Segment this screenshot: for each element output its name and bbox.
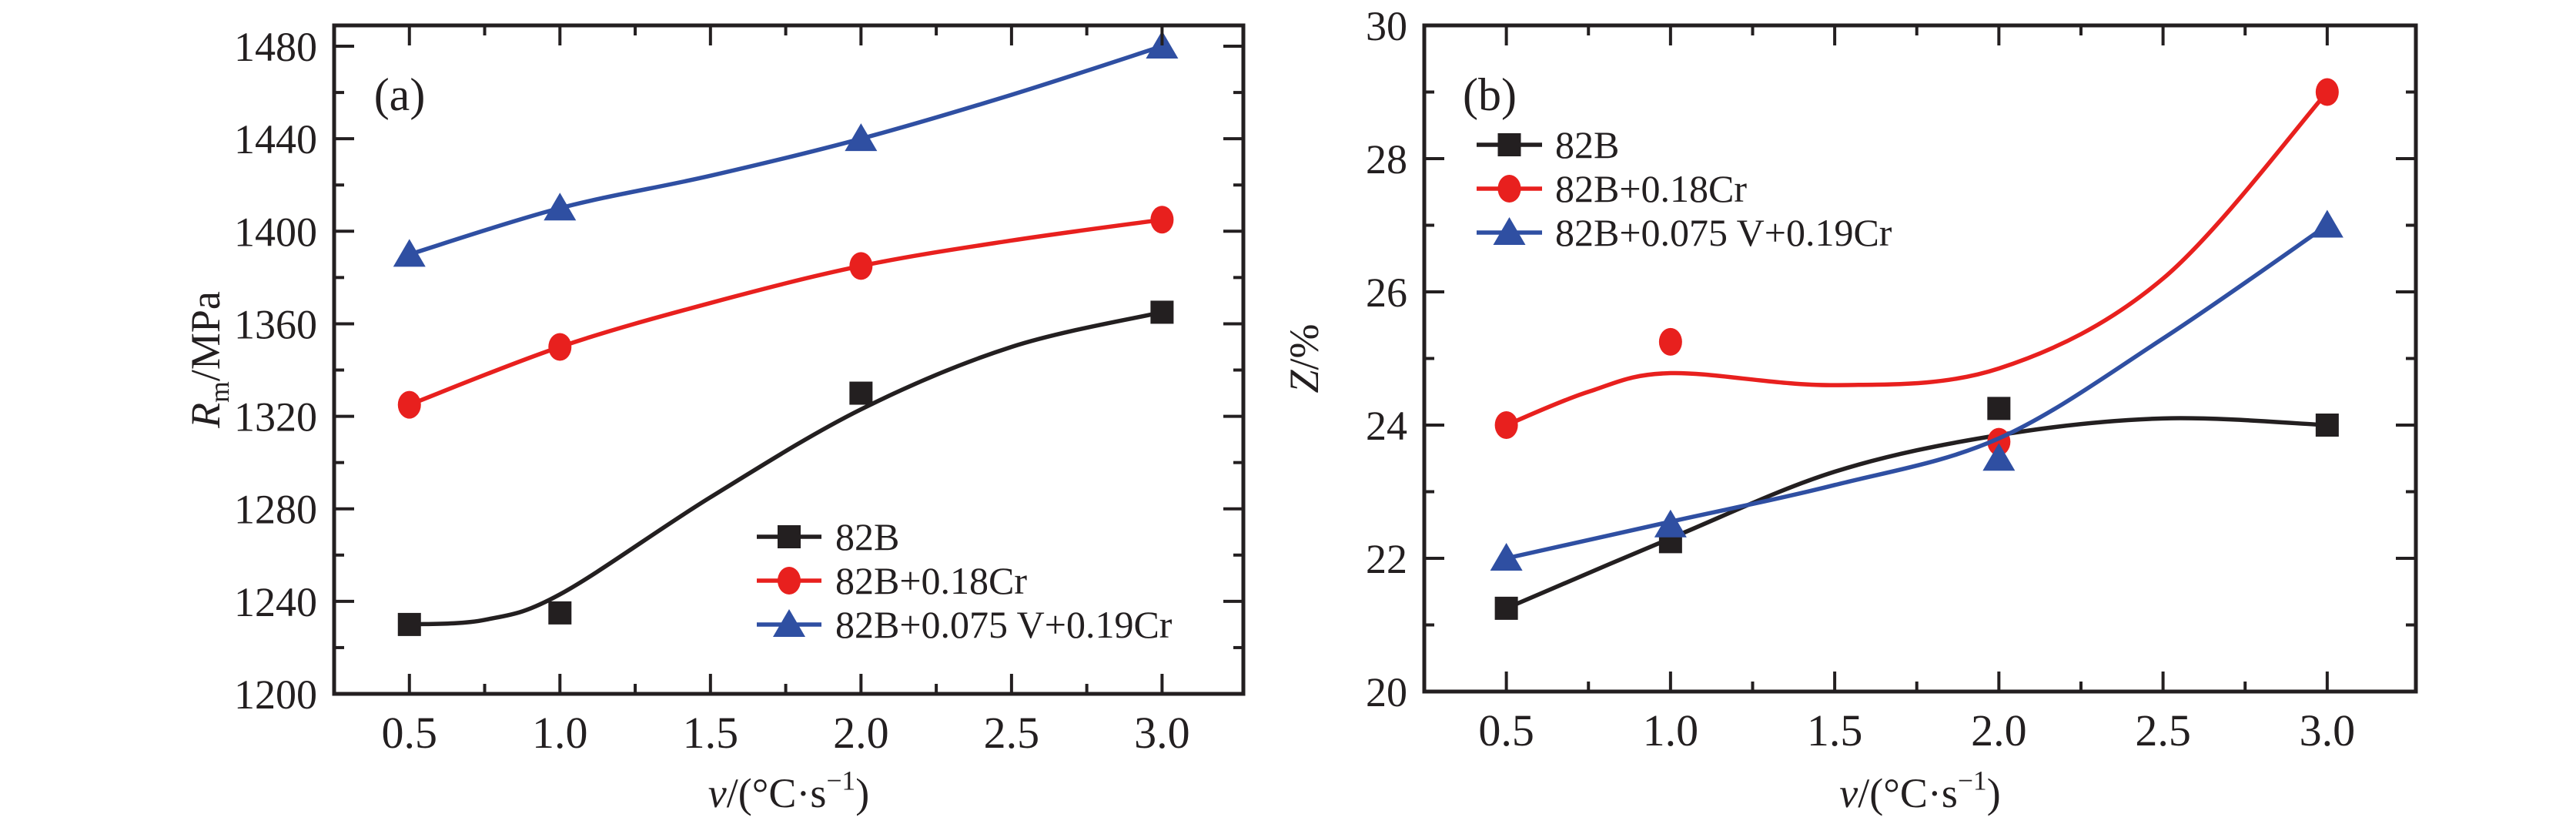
data-point-marker [1490,543,1523,571]
x-tick-label: 3.0 [1134,708,1190,758]
data-point-marker [397,390,421,419]
x-tick-label: 1.0 [1643,705,1699,755]
legend-label: 82B [835,515,899,558]
x-tick-label: 3.0 [2300,705,2356,755]
panel-tag: (a) [374,69,426,120]
legend-label: 82B+0.18Cr [835,559,1027,602]
data-point-marker [2315,78,2339,106]
chart-panel-a: 1200 1240 1280 1320 1360 1400 1440 1480 0.5 1.0 1.… [182,23,1246,816]
data-point-marker [1494,596,1518,620]
series-line [1504,223,2330,561]
legend-marker-circle-icon [778,567,801,595]
series-line [407,217,1165,407]
x-axis-label: v/(°C·s−1) [1839,765,2000,816]
series-line [1504,89,2330,427]
data-point-marker [544,193,577,221]
legend-item: 82B [1477,123,1619,166]
x-tick-label: 2.0 [1971,705,2027,755]
y-tick-label: 20 [1366,669,1407,715]
legend-item: 82B+0.075 V+0.19Cr [1477,211,1892,254]
data-point-marker [1654,509,1687,538]
data-point-marker [397,612,421,636]
legend-item: 82B+0.075 V+0.19Cr [757,603,1173,646]
y-tick-label: 30 [1366,3,1407,49]
x-tick-label: 2.5 [2135,705,2191,755]
x-axis-label: v/(°C·s−1) [708,765,869,816]
legend-item: 82B [757,515,899,558]
legend-marker-square-icon [1497,133,1521,156]
tick-marks [334,25,1243,695]
legend-label: 82B+0.075 V+0.19Cr [835,603,1173,646]
x-tick-label: 1.0 [532,708,588,758]
series-82B [397,300,1174,636]
legend-label: 82B+0.18Cr [1555,167,1747,210]
data-point-marker [1982,443,2016,471]
data-point-marker [393,239,426,267]
data-point-marker [1987,397,2011,420]
legend-label: 82B [1555,123,1619,166]
y-tick-label: 24 [1366,403,1407,449]
x-tick-label: 0.5 [1478,705,1534,755]
series-line [1504,416,2330,611]
series-82B+0.075 V+0.19Cr [393,31,1179,267]
y-tick-label: 1200 [234,672,317,718]
plot-border [332,23,1246,696]
tick-marks [1424,24,2416,693]
data-point-marker [1150,300,1174,324]
legend-marker-circle-icon [1497,175,1521,203]
series-82B+0.075 V+0.19Cr [1490,209,2343,571]
series-82B [1494,397,2339,620]
y-axis-label: Rm/MPa [182,291,235,429]
y-tick-label: 26 [1366,270,1407,316]
series-line [407,44,1165,257]
y-tick-label: 1360 [234,301,317,347]
data-point-marker [2315,414,2339,437]
series-82B+0.18Cr [397,206,1174,419]
data-point-marker [849,381,873,405]
series-82B+0.18Cr [1494,78,2339,456]
chart-panel-b: 20 22 24 26 28 30 0.5 1.0 1.5 2.0 2.5 3.0 v/(°C·s−1)… [1281,3,2418,816]
data-point-marker [849,252,873,280]
series-line [407,310,1165,627]
legend-label: 82B+0.075 V+0.19Cr [1555,211,1892,254]
x-tick-label: 2.5 [984,708,1040,758]
y-tick-label: 1480 [234,24,317,70]
x-tick-label: 0.5 [382,708,438,758]
x-tick-label: 2.0 [833,708,889,758]
legend-marker-triangle-icon [1493,217,1526,245]
data-point-marker [1494,411,1518,439]
data-point-marker [1658,327,1682,356]
y-axis-label: Z/% [1281,323,1327,393]
data-point-marker [1150,206,1174,234]
y-tick-label: 1240 [234,579,317,625]
data-point-marker [845,123,878,152]
x-tick-label: 1.5 [1807,705,1863,755]
legend-item: 82B+0.18Cr [757,559,1027,602]
y-tick-label: 1400 [234,209,317,255]
data-point-marker [2310,209,2343,238]
y-tick-label: 1440 [234,116,317,162]
y-tick-label: 22 [1366,536,1407,582]
data-point-marker [548,601,572,625]
legend-marker-triangle-icon [773,609,805,637]
legend-item: 82B+0.18Cr [1477,167,1747,210]
legend-marker-square-icon [778,525,801,548]
panel-tag: (b) [1463,69,1517,120]
y-tick-label: 1280 [234,487,317,533]
data-point-marker [548,333,572,361]
y-tick-label: 28 [1366,136,1407,183]
y-tick-label: 1320 [234,394,317,440]
x-tick-label: 1.5 [683,708,739,758]
